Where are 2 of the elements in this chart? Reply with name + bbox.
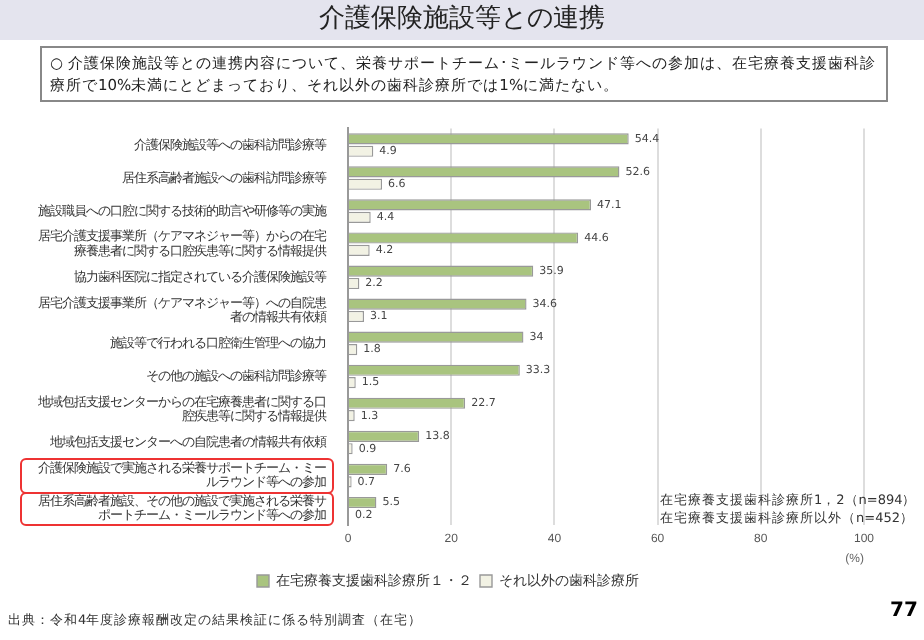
chart-title: 介護保険施設等との連携 (0, 0, 924, 40)
text: 77 (890, 600, 918, 622)
